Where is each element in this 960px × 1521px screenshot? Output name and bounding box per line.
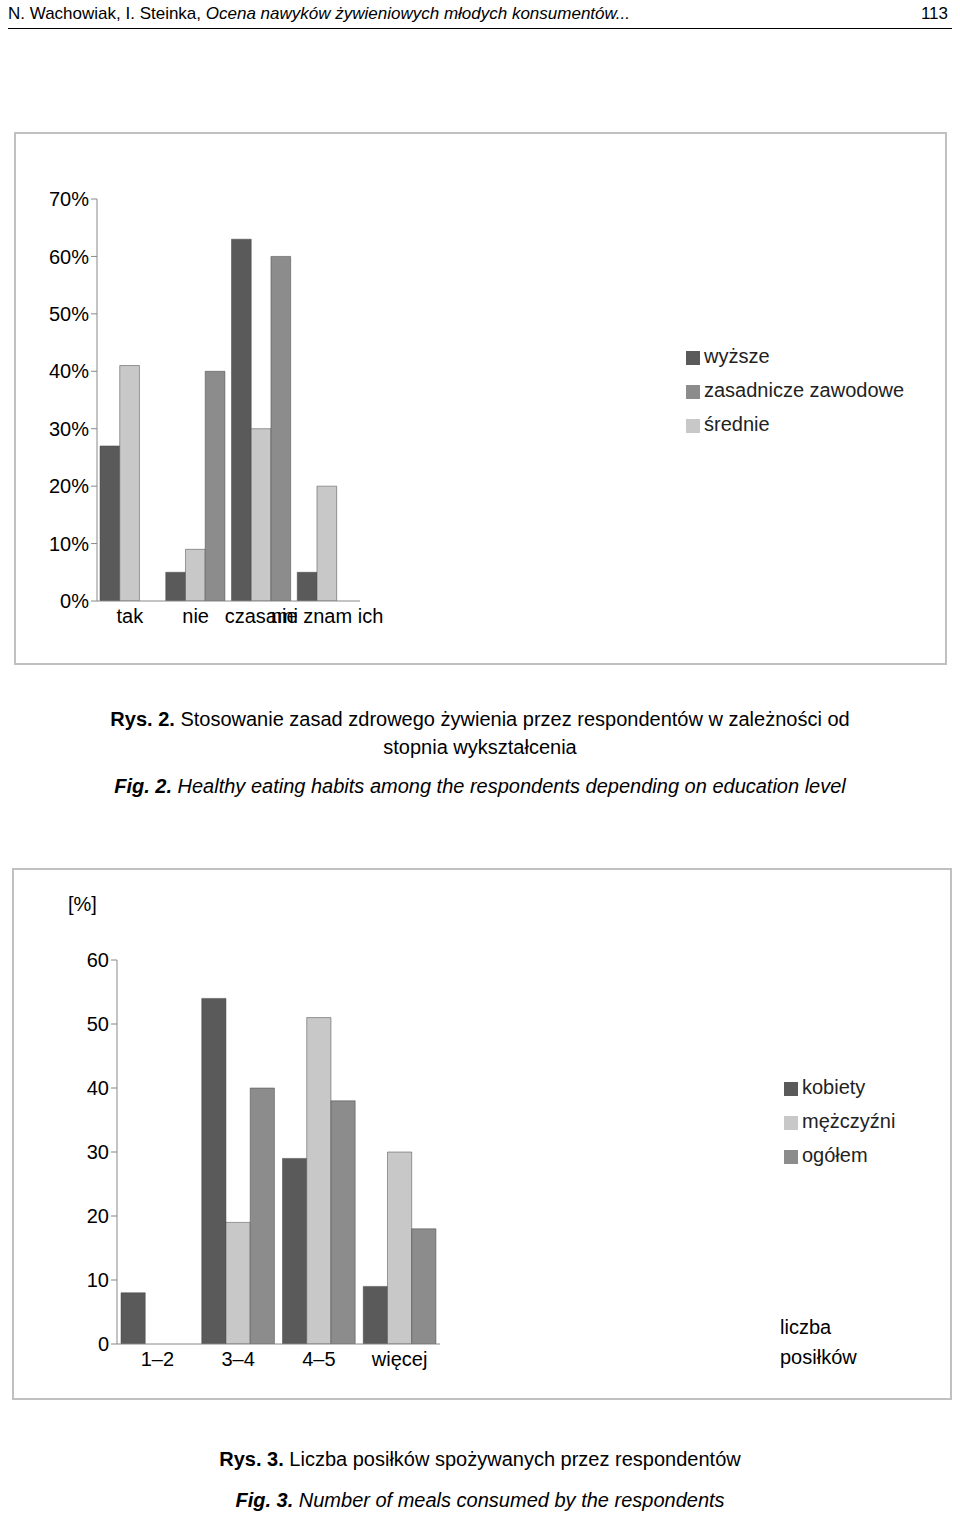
html-text:113: 113 xyxy=(920,4,948,23)
svg-text:więcej: więcej xyxy=(371,1348,428,1370)
svg-text:20: 20 xyxy=(87,1205,109,1227)
svg-text:70%: 70% xyxy=(49,188,89,210)
html-text:zasadnicze zawodowe: zasadnicze zawodowe xyxy=(704,379,905,401)
html-text:Fig. 3. Number of meals consum: Fig. 3. Number of meals consumed by the … xyxy=(235,1489,725,1511)
html-text:Rys. 2. Stosowanie zasad zdrow: Rys. 2. Stosowanie zasad zdrowego żywien… xyxy=(110,708,850,758)
svg-text:1–2: 1–2 xyxy=(141,1348,174,1370)
svg-text:0: 0 xyxy=(98,1333,109,1355)
svg-text:10%: 10% xyxy=(49,533,89,555)
svg-text:nie: nie xyxy=(182,605,209,627)
svg-text:3–4: 3–4 xyxy=(221,1348,254,1370)
html-text:Fig. 2. Healthy eating habits: Fig. 2. Healthy eating habits among the … xyxy=(114,775,846,797)
svg-text:0%: 0% xyxy=(60,590,89,612)
html-text:kobiety: kobiety xyxy=(802,1076,866,1098)
svg-text:50%: 50% xyxy=(49,303,89,325)
svg-text:40: 40 xyxy=(87,1077,109,1099)
html-text:liczba posiłków: liczba posiłków xyxy=(780,1316,857,1368)
svg-text:nie znam ich: nie znam ich xyxy=(271,605,383,627)
svg-text:50: 50 xyxy=(87,1013,109,1035)
svg-text:20%: 20% xyxy=(49,475,89,497)
svg-text:30: 30 xyxy=(87,1141,109,1163)
svg-text:60: 60 xyxy=(87,949,109,971)
html-text:ogółem: ogółem xyxy=(802,1144,868,1166)
html-text:mężczyźni: mężczyźni xyxy=(802,1110,896,1132)
html-text:Rys. 3. Liczba posiłków spożyw: Rys. 3. Liczba posiłków spożywanych prze… xyxy=(219,1448,741,1470)
html-text:wyższe: wyższe xyxy=(704,345,770,367)
svg-text:30%: 30% xyxy=(49,418,89,440)
svg-text:tak: tak xyxy=(117,605,145,627)
html-text:średnie: średnie xyxy=(704,413,770,435)
svg-text:10: 10 xyxy=(87,1269,109,1291)
svg-text:czasami: czasami xyxy=(224,605,299,628)
svg-text:4–5: 4–5 xyxy=(302,1348,335,1370)
svg-text:40%: 40% xyxy=(49,360,89,382)
svg-text:60%: 60% xyxy=(49,246,89,268)
html-text:N. Wachowiak, I. Steinka, Ocen: N. Wachowiak, I. Steinka, Ocena nawyków … xyxy=(8,4,630,23)
